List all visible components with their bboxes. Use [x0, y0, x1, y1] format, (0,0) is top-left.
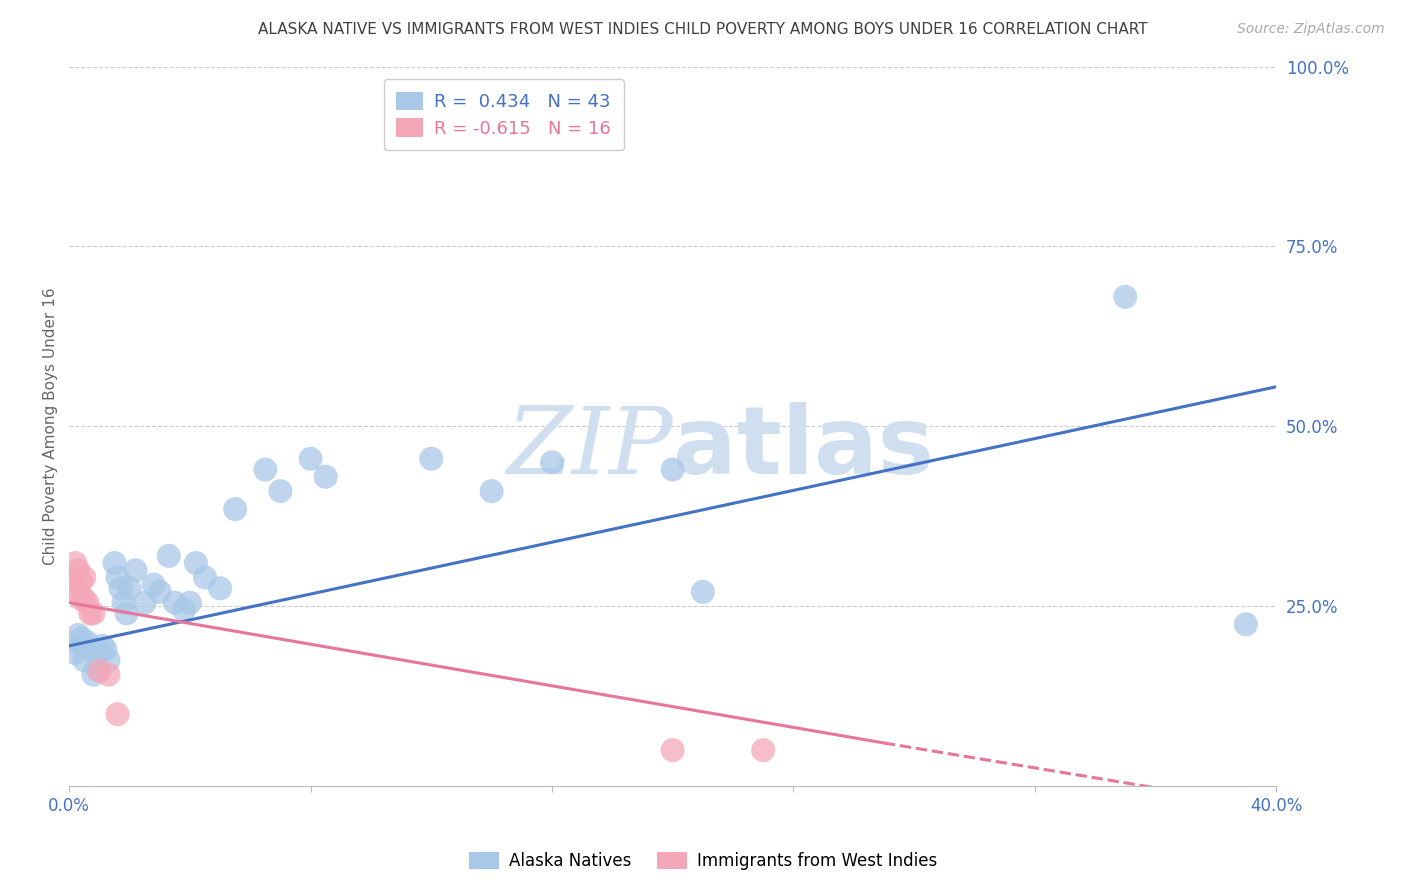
Point [420, 451, 443, 466]
Point [89, 646, 111, 660]
Point [254, 462, 277, 476]
Point [661, 743, 683, 757]
Text: ALASKA NATIVE VS IMMIGRANTS FROM WEST INDIES CHILD POVERTY AMONG BOYS UNDER 16 C: ALASKA NATIVE VS IMMIGRANTS FROM WEST IN… [259, 22, 1147, 37]
Point [1114, 290, 1136, 304]
Point [110, 581, 132, 595]
Point [73, 570, 96, 584]
Point [173, 603, 195, 617]
Point [224, 502, 246, 516]
Point [194, 570, 217, 584]
Point [70, 632, 93, 646]
Point [76, 635, 98, 649]
Point [103, 556, 125, 570]
Point [112, 596, 135, 610]
Point [184, 556, 207, 570]
Point [115, 607, 138, 621]
Text: Source: ZipAtlas.com: Source: ZipAtlas.com [1237, 22, 1385, 37]
Point [134, 596, 156, 610]
Point [70, 592, 93, 607]
Point [73, 639, 96, 653]
Point [97, 667, 120, 681]
Point [91, 639, 114, 653]
Point [1234, 617, 1257, 632]
Point [124, 563, 146, 577]
Point [70, 574, 93, 588]
Text: ZIP: ZIP [506, 403, 672, 493]
Point [73, 653, 96, 667]
Point [97, 653, 120, 667]
Point [79, 642, 101, 657]
Point [107, 707, 129, 722]
Point [118, 581, 141, 595]
Point [315, 469, 337, 483]
Point [70, 639, 93, 653]
Point [541, 455, 564, 469]
Point [73, 592, 96, 607]
Point [179, 596, 201, 610]
Point [142, 577, 165, 591]
Point [269, 484, 291, 499]
Point [67, 563, 90, 577]
Point [94, 642, 117, 657]
Point [157, 549, 180, 563]
Point [752, 743, 775, 757]
Point [65, 646, 87, 660]
Point [661, 462, 683, 476]
Text: atlas: atlas [672, 402, 934, 494]
Point [82, 607, 104, 621]
Point [149, 585, 172, 599]
Point [67, 585, 90, 599]
Point [299, 451, 322, 466]
Point [692, 585, 714, 599]
Point [76, 596, 98, 610]
Legend: Alaska Natives, Immigrants from West Indies: Alaska Natives, Immigrants from West Ind… [463, 845, 943, 877]
Point [82, 667, 104, 681]
Y-axis label: Child Poverty Among Boys Under 16: Child Poverty Among Boys Under 16 [44, 287, 58, 566]
Point [67, 628, 90, 642]
Point [86, 660, 108, 674]
Legend: R =  0.434   N = 43, R = -0.615   N = 16: R = 0.434 N = 43, R = -0.615 N = 16 [384, 79, 624, 151]
Point [65, 556, 87, 570]
Point [163, 596, 186, 610]
Point [89, 664, 111, 678]
Point [481, 484, 503, 499]
Point [209, 581, 232, 595]
Point [60, 574, 83, 588]
Point [79, 607, 101, 621]
Point [107, 570, 129, 584]
